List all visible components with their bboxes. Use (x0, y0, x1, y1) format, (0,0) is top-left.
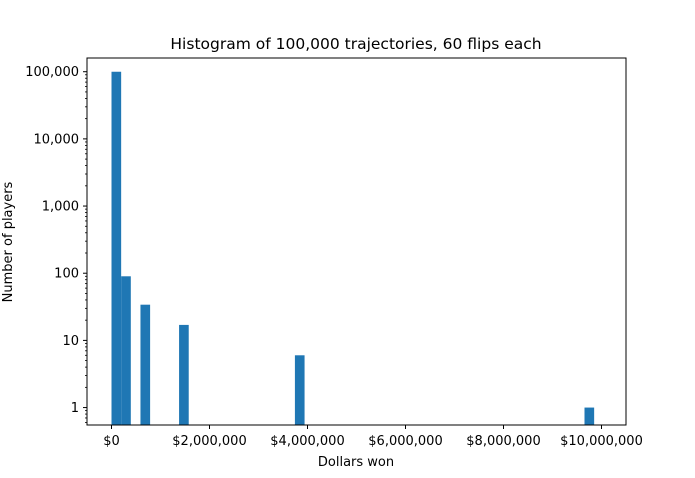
histogram-bar (179, 324, 189, 425)
x-tick-label: $2,000,000 (172, 434, 246, 449)
y-tick-label: 1 (71, 401, 79, 416)
x-tick-label: $8,000,000 (466, 434, 540, 449)
x-tick-label: $4,000,000 (270, 434, 344, 449)
histogram-bar (584, 407, 595, 425)
bars-layer (111, 71, 595, 425)
histogram-bar (111, 71, 122, 425)
y-tick-label: 1,000 (42, 200, 79, 215)
y-tick-label: 10,000 (34, 132, 80, 147)
x-tick-label: $0 (103, 434, 120, 449)
y-axis-label: Number of players (1, 181, 16, 302)
y-tick-label: 10 (62, 334, 79, 349)
histogram-bar (140, 304, 151, 425)
y-tick-label: 100,000 (25, 65, 79, 80)
plot-frame (86, 57, 627, 426)
histogram-bar (121, 276, 131, 425)
x-tick-label: $10,000,000 (560, 434, 643, 449)
histogram-bar (294, 355, 305, 425)
x-axis-label: Dollars won (318, 455, 394, 470)
y-tick-label: 100 (54, 267, 79, 282)
y-axis: 1 10 100 1,000 10,000 100,000 (25, 65, 87, 423)
x-tick-label: $6,000,000 (368, 434, 442, 449)
chart-title: Histogram of 100,000 trajectories, 60 fl… (170, 35, 541, 53)
x-axis: $0 $2,000,000 $4,000,000 $6,000,000 $8,000,0… (103, 425, 643, 449)
